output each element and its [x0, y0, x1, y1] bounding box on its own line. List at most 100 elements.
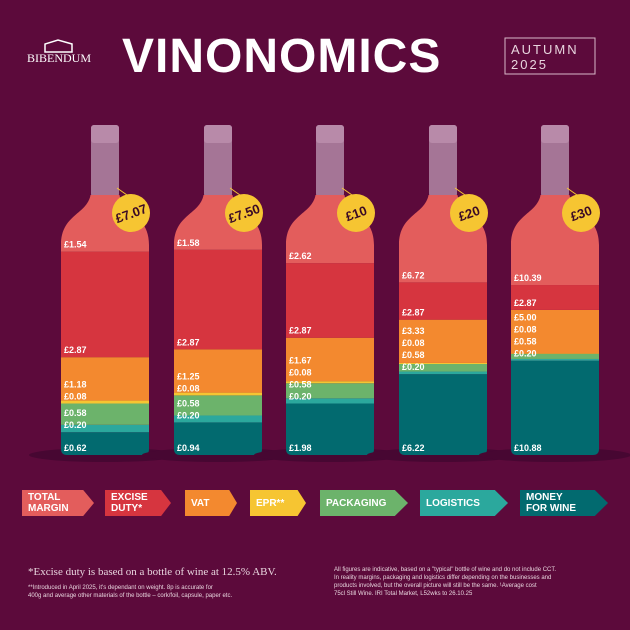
price-tag	[337, 194, 375, 232]
value-label: £5.00	[514, 313, 537, 323]
value-label: £6.22	[402, 443, 425, 453]
bottle	[399, 195, 487, 455]
segment	[174, 395, 262, 416]
tag-string	[116, 187, 128, 196]
value-label: £10.39	[514, 273, 542, 283]
tag-string	[566, 187, 578, 196]
value-label: £1.54	[64, 240, 87, 250]
price-label: £10	[343, 203, 369, 225]
segment	[286, 337, 374, 382]
legend-item: LOGISTICS	[420, 490, 508, 516]
tag-string	[454, 187, 466, 196]
value-label: £1.58	[177, 238, 200, 248]
price-tag	[450, 194, 488, 232]
bottle	[61, 195, 149, 455]
bottle-cap	[91, 125, 119, 143]
value-label: £0.20	[289, 392, 312, 402]
footnote: *Excise duty is based on a bottle of win…	[28, 566, 277, 578]
segment	[61, 357, 149, 401]
legend-item: MONEY FOR WINE	[520, 490, 608, 516]
segment	[174, 349, 262, 393]
logo: BIBENDUM	[27, 39, 91, 65]
price-label: £20	[456, 203, 482, 225]
value-label: £2.87	[177, 337, 200, 347]
value-label: £0.20	[514, 349, 537, 359]
segment	[61, 400, 149, 404]
footnote-line: 400g and average other materials of the …	[28, 593, 233, 599]
segment	[511, 353, 599, 354]
edition: AUTUMN	[511, 42, 579, 57]
edition-box	[504, 37, 596, 75]
segment	[286, 398, 374, 404]
segment	[511, 353, 599, 359]
title: VINONOMICS	[122, 30, 441, 83]
footnote-line: All figures are indicative, based on a "…	[334, 567, 557, 573]
footnote-line: 75cl Still Wine. IRI Total Market, L52wk…	[334, 591, 473, 597]
price-tag	[562, 194, 600, 232]
value-label: £1.18	[64, 380, 87, 390]
value-label: £0.08	[514, 325, 537, 335]
segment	[286, 381, 374, 384]
segment	[399, 319, 487, 363]
value-label: £0.94	[177, 443, 200, 453]
value-label: £0.58	[177, 398, 200, 408]
segment	[61, 403, 149, 425]
bottle-cap	[204, 125, 232, 143]
value-label: £2.87	[289, 326, 312, 336]
value-label: £0.20	[402, 362, 425, 372]
value-label: £2.62	[289, 251, 312, 261]
segment	[286, 403, 374, 455]
segment	[399, 364, 487, 372]
legend-item: PACKAGING	[320, 490, 408, 516]
value-label: £2.87	[64, 345, 87, 355]
value-label: £2.87	[402, 308, 425, 318]
value-label: £0.08	[402, 338, 425, 348]
segment	[399, 282, 487, 320]
segment	[61, 251, 149, 358]
value-label: £0.58	[402, 350, 425, 360]
tag-string	[341, 187, 353, 196]
value-label: £1.67	[289, 356, 312, 366]
value-label: £0.62	[64, 443, 87, 453]
value-label: £3.33	[402, 326, 425, 336]
segment	[61, 424, 149, 433]
footnote-line: In reality margins, packaging and logist…	[334, 575, 552, 581]
legend-item: EXCISE DUTY*	[105, 490, 171, 516]
value-label: £6.72	[402, 270, 425, 280]
bottle-cap	[316, 125, 344, 143]
price-label: £30	[568, 203, 594, 225]
bottle	[286, 195, 374, 455]
value-label: £0.58	[514, 337, 537, 347]
segment	[511, 285, 599, 310]
footnote-line: **Introduced in April 2025, it's dependa…	[28, 585, 213, 591]
brand: BIBENDUM	[27, 51, 91, 65]
value-label: £0.20	[177, 410, 200, 420]
segment	[399, 362, 487, 364]
footnote: **Introduced in April 2025, it's dependa…	[28, 584, 232, 600]
value-label: £0.58	[289, 380, 312, 390]
price-tag	[225, 194, 263, 232]
value-label: £10.88	[514, 443, 542, 453]
legend-item: VAT	[185, 490, 237, 516]
legend-item: EPR**	[250, 490, 306, 516]
tag-string	[229, 187, 241, 196]
segment	[399, 374, 487, 455]
value-label: £0.08	[289, 368, 312, 378]
value-label: £0.08	[64, 392, 87, 402]
bottle-cap	[541, 125, 569, 143]
segment	[61, 432, 149, 455]
disclaimer: All figures are indicative, based on a "…	[334, 566, 556, 598]
segment	[174, 422, 262, 455]
value-label: £1.98	[289, 443, 312, 453]
segment	[286, 263, 374, 338]
segment	[511, 358, 599, 361]
segment	[511, 360, 599, 455]
segment	[286, 383, 374, 399]
value-label: £0.20	[64, 420, 87, 430]
value-label: £2.87	[514, 298, 537, 308]
footnote-line: products involved, but the overall pictu…	[334, 583, 537, 589]
segment	[399, 371, 487, 375]
value-label: £0.58	[64, 408, 87, 418]
